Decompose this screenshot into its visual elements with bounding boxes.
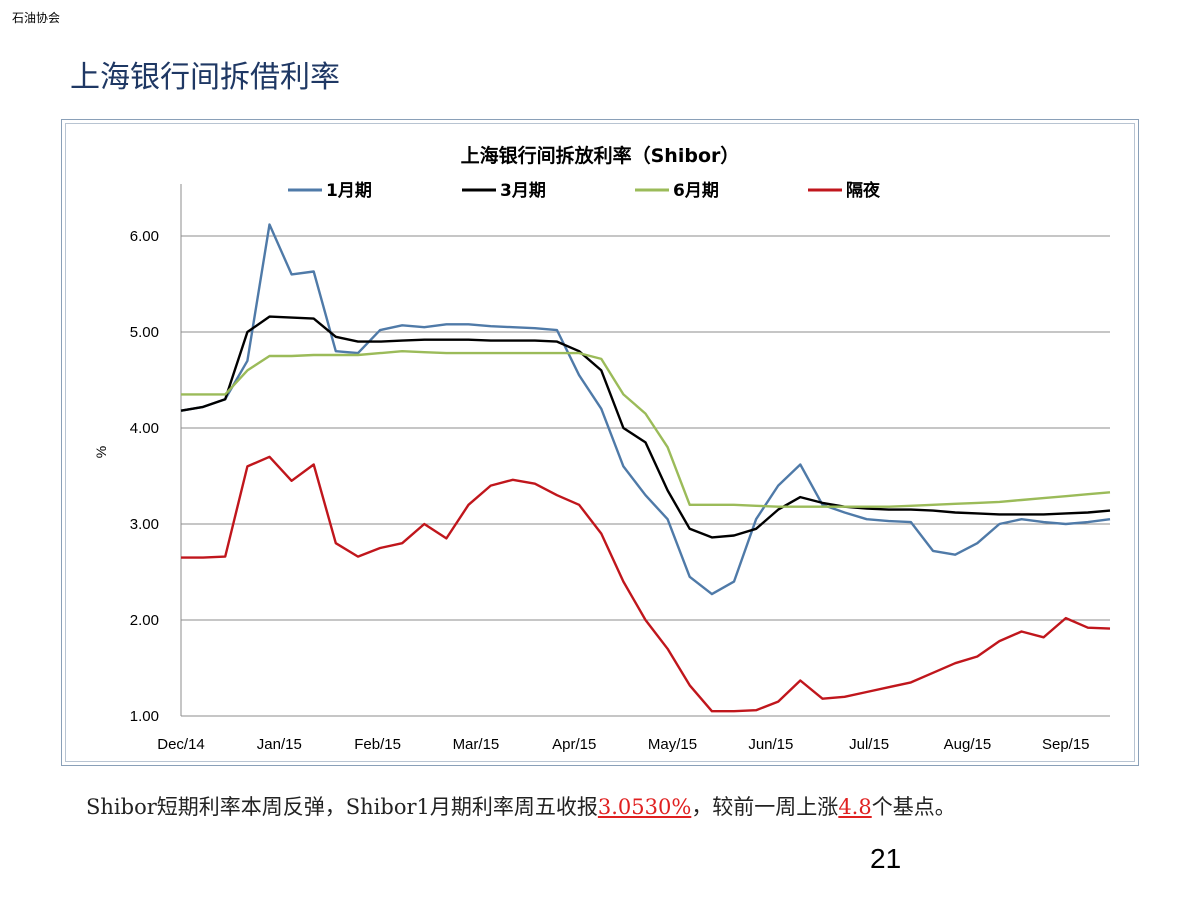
legend-label-2: 6月期 (673, 181, 719, 201)
caption-text-pre: Shibor短期利率本周反弹，Shibor1月期利率周五收报 (86, 795, 598, 819)
chart-frame: 上海银行间拆放利率（Shibor） 1月期 3月期 6月期 隔夜 1.00 2.00 3.… (61, 119, 1139, 766)
y-tick-label: 6.00 (130, 228, 159, 245)
y-tick-label: 5.00 (130, 324, 159, 341)
series-line-2 (181, 349, 1111, 508)
page-number: 21 (870, 843, 902, 874)
y-tick-label: 4.00 (130, 420, 159, 437)
caption: Shibor短期利率本周反弹，Shibor1月期利率周五收报3.0530%，较前… (86, 791, 956, 821)
caption-text-post: 个基点。 (871, 795, 956, 819)
x-tick-label: Dec/14 (157, 736, 205, 753)
x-tick-label: Jan/15 (257, 736, 302, 753)
series-line-0 (180, 223, 1111, 596)
chart-gridlines (181, 235, 1110, 717)
chart-axes (180, 184, 1110, 717)
caption-change-value: 4.8 (838, 795, 872, 819)
chart-title: 上海银行间拆放利率（Shibor） (461, 144, 740, 167)
caption-text-mid: ，较前一周上涨 (691, 795, 839, 819)
series-line-3 (181, 455, 1111, 713)
slide-title: 上海银行间拆借利率 (70, 60, 340, 95)
series-line-1 (180, 315, 1111, 539)
x-tick-label: Mar/15 (453, 736, 500, 753)
y-axis-ticks: 1.00 2.00 3.00 4.00 5.00 6.00 (130, 228, 159, 725)
x-tick-label: Feb/15 (354, 736, 401, 753)
chart-series (180, 223, 1111, 713)
caption-rate-value: 3.0530% (597, 795, 692, 819)
x-tick-label: May/15 (648, 736, 697, 753)
chart-legend: 1月期 3月期 6月期 隔夜 (288, 180, 881, 201)
x-tick-label: Jul/15 (849, 736, 889, 753)
y-tick-label: 2.00 (130, 612, 159, 629)
org-label: 石油协会 (12, 11, 61, 25)
legend-label-3: 隔夜 (846, 180, 881, 201)
y-tick-label: 3.00 (130, 516, 159, 533)
x-tick-label: Aug/15 (944, 736, 992, 753)
legend-label-1: 3月期 (500, 181, 546, 201)
shibor-line-chart: 上海银行间拆放利率（Shibor） 1月期 3月期 6月期 隔夜 1.00 2.00 3.… (93, 144, 1111, 753)
x-tick-label: Apr/15 (552, 736, 596, 753)
x-tick-label: Sep/15 (1042, 736, 1090, 753)
y-axis-label: % (93, 446, 109, 458)
y-tick-label: 1.00 (130, 708, 159, 725)
x-tick-label: Jun/15 (748, 736, 793, 753)
legend-label-0: 1月期 (326, 181, 372, 201)
x-axis-ticks: Dec/14 Jan/15 Feb/15 Mar/15 Apr/15 May/15 Jun/… (157, 736, 1089, 753)
